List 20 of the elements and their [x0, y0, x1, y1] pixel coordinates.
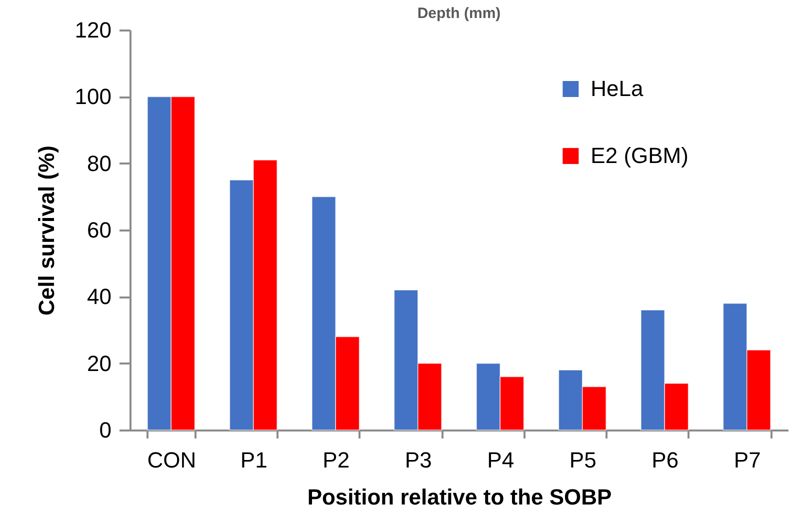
- x-tick-label: P1: [240, 448, 268, 472]
- x-tick-label: P4: [487, 448, 514, 472]
- x-tick-label: P3: [404, 448, 432, 472]
- y-axis-title: Cell survival (%): [34, 146, 59, 316]
- y-tick-label: 80: [87, 150, 112, 176]
- x-tick-label: P6: [652, 448, 679, 472]
- y-tick-label: 40: [87, 284, 112, 310]
- x-tick-label: P2: [322, 448, 350, 472]
- x-tick-label: P7: [734, 448, 761, 472]
- y-tick-label: 0: [99, 418, 112, 442]
- y-tick-label: 60: [87, 218, 112, 242]
- x-tick-label: CON: [147, 448, 196, 472]
- legend-label: E2 (GBM): [590, 143, 688, 168]
- y-tick-label: 20: [87, 350, 112, 376]
- chart-title: Depth (mm): [417, 5, 501, 22]
- x-axis-title: Position relative to the SOBP: [307, 484, 612, 510]
- x-tick-label: P5: [569, 448, 596, 472]
- y-tick-label: 120: [74, 18, 112, 42]
- legend-label: HeLa: [590, 76, 644, 101]
- y-tick-label: 100: [74, 84, 112, 110]
